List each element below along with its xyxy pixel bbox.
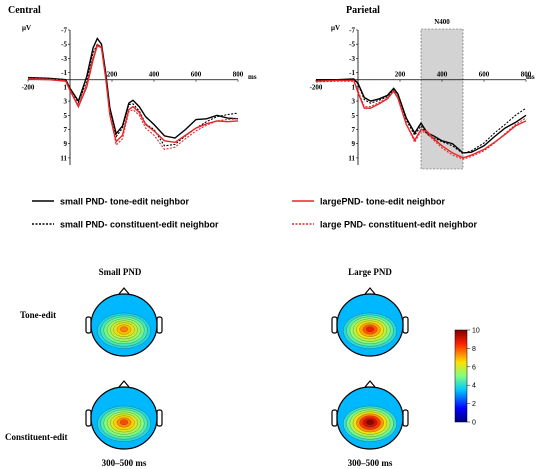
central-xtick-label: 800 [233, 71, 244, 79]
topo-map-1 [85, 287, 163, 357]
central-erp-panel: Central μV ms -7 -5 -3 -1 1 3 5 7 9 11 -200 200 400 6… [8, 5, 257, 165]
topo-map-3 [85, 380, 163, 450]
column-label-small-pnd: Small PND [99, 267, 142, 277]
central-ytick-label: 5 [64, 112, 68, 120]
central-ytick-label: -7 [61, 27, 67, 35]
parietal-ytick-label: 1 [352, 83, 356, 91]
left-ear [331, 409, 338, 427]
central-ytick-label: -3 [61, 55, 67, 63]
parietal-ytick-label: -3 [349, 55, 355, 63]
parietal-ytick-label: -5 [349, 41, 355, 49]
topo-map-2 [331, 287, 409, 357]
parietal-series-4 [315, 80, 527, 160]
parietal-xunit: ms [526, 73, 535, 81]
central-series-4 [27, 43, 239, 151]
central-ytick-label: 7 [64, 126, 68, 134]
column-label-large-pnd: Large PND [348, 267, 392, 277]
nose [118, 287, 130, 295]
colorbar-tick-label: 10 [472, 328, 480, 335]
parietal-erp-panel: Parietal μV ms N400 -7 -5 -3 -1 1 3 5 7 9 11 -200 2… [310, 5, 535, 170]
central-ytick-label: -1 [61, 69, 67, 77]
colorbar-tick-label: 2 [472, 401, 476, 408]
central-title: Central [8, 5, 41, 16]
colorbar-tick-label: 0 [472, 420, 476, 427]
right-ear [156, 316, 163, 334]
legend-label-4: large PND- constituent-edit neighbor [320, 220, 478, 230]
central-ytick-label: 3 [64, 98, 68, 106]
central-xtick-label: -200 [22, 84, 35, 92]
parietal-ylabel: μV [331, 24, 340, 32]
parietal-ytick-label: 9 [352, 140, 356, 148]
right-ear [402, 316, 409, 334]
right-ear [402, 409, 409, 427]
colorbar-tick-label: 6 [472, 364, 476, 371]
nose [364, 287, 376, 295]
parietal-series-2 [316, 79, 527, 155]
parietal-ytick-label: -1 [349, 69, 355, 77]
colorbar: 10 8 6 4 2 0 [454, 328, 480, 427]
parietal-ytick-label: -7 [349, 27, 355, 35]
contour-band [365, 419, 375, 425]
left-ear [331, 316, 338, 334]
head-outline [90, 386, 158, 450]
parietal-title: Parietal [346, 5, 380, 16]
legend-label-2: largePND- tone-edit neighbor [320, 197, 446, 207]
central-series-2 [27, 43, 239, 147]
topographic-maps: Small PND Large PND Tone-edit Constituen… [5, 267, 480, 468]
colorbar-gradient [454, 329, 468, 423]
parietal-ytick-label: 3 [352, 98, 356, 106]
central-series-3 [27, 44, 239, 144]
parietal-xtick-label: 800 [521, 71, 532, 79]
central-xtick-label: 200 [107, 71, 118, 79]
central-ytick-label: -5 [61, 41, 67, 49]
head-outline [336, 386, 404, 450]
parietal-xtick-label: 600 [479, 71, 490, 79]
row-label-tone-edit: Tone-edit [20, 310, 56, 320]
legend-label-1: small PND- tone-edit neighbor [60, 197, 190, 207]
contour-band [119, 419, 129, 425]
n400-label: N400 [434, 18, 450, 26]
parietal-ytick-label: 5 [352, 112, 356, 120]
central-xunit: ms [248, 73, 257, 81]
row-label-constituent-edit: Constituent-edit [5, 432, 68, 442]
head-outline [90, 293, 158, 357]
left-ear [85, 409, 92, 427]
colorbar-tick-label: 4 [472, 383, 476, 390]
right-ear [156, 409, 163, 427]
nose [118, 380, 130, 388]
time-window-label-small: 300–500 ms [102, 458, 147, 468]
parietal-series-3 [315, 79, 527, 159]
central-xtick-label: 600 [191, 71, 202, 79]
parietal-xtick-label: 400 [437, 71, 448, 79]
legend: small PND- tone-edit neighbor largePND- t… [32, 197, 478, 230]
central-xtick-label: 400 [149, 71, 160, 79]
central-ytick-label: 9 [64, 140, 68, 148]
parietal-ytick-label: 11 [348, 154, 355, 162]
parietal-xtick-label: -200 [310, 84, 323, 92]
contour-band [365, 326, 375, 332]
contour-band [119, 326, 129, 332]
time-window-label-large: 300–500 ms [348, 458, 393, 468]
central-ytick-label: 11 [60, 154, 67, 162]
left-ear [85, 316, 92, 334]
parietal-xtick-label: 200 [395, 71, 406, 79]
parietal-series-1 [316, 78, 527, 154]
parietal-ytick-label: 7 [352, 126, 356, 134]
colorbar-tick-label: 8 [472, 346, 476, 353]
legend-label-3: small PND- constituent-edit neighbor [60, 220, 219, 230]
nose [364, 380, 376, 388]
head-outline [336, 293, 404, 357]
topo-map-4 [331, 380, 409, 450]
central-ylabel: μV [22, 24, 31, 32]
central-ytick-label: 1 [64, 83, 68, 91]
